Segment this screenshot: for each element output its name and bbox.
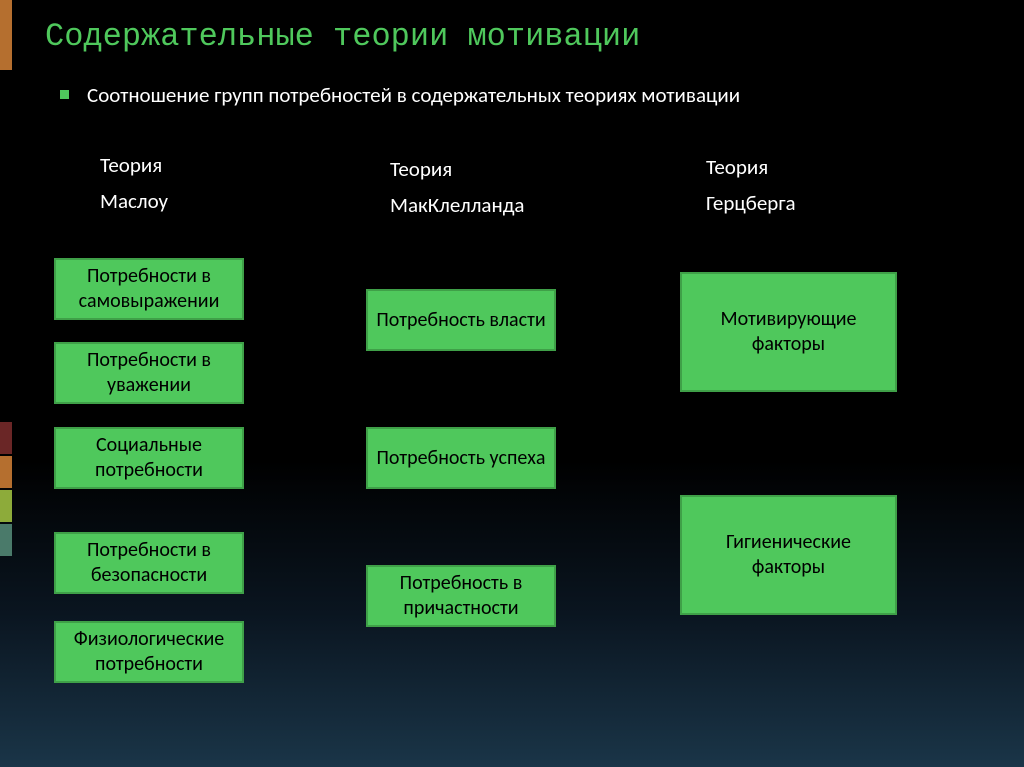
- subtitle-row: Соотношение групп потребностей в содержа…: [60, 82, 740, 108]
- bullet-icon: [60, 90, 69, 99]
- concept-box-1: Потребности в уважении: [54, 342, 244, 404]
- column-header-0: ТеорияМаслоу: [100, 148, 168, 219]
- concept-box-6: Потребность успеха: [366, 427, 556, 489]
- concept-box-3: Потребности в безопасности: [54, 532, 244, 594]
- concept-box-5: Потребность власти: [366, 289, 556, 351]
- concept-box-2: Социальные потребности: [54, 427, 244, 489]
- column-header-2: ТеорияГерцберга: [706, 150, 796, 221]
- concept-box-9: Гигиенические факторы: [680, 495, 897, 615]
- border-segment: [0, 490, 12, 522]
- concept-box-4: Физиологические потребности: [54, 621, 244, 683]
- border-segment: [0, 422, 12, 454]
- slide-border-accent: [0, 0, 12, 767]
- concept-box-8: Мотивирующие факторы: [680, 272, 897, 392]
- border-segment: [0, 524, 12, 556]
- border-segment: [0, 0, 12, 70]
- concept-box-7: Потребность в причастности: [366, 565, 556, 627]
- page-title: Содержательные теории мотивации: [45, 18, 640, 55]
- column-header-1: ТеорияМакКлелланда: [390, 152, 524, 223]
- concept-box-0: Потребности в самовыражении: [54, 258, 244, 320]
- subtitle-text: Соотношение групп потребностей в содержа…: [87, 82, 740, 108]
- border-segment: [0, 456, 12, 488]
